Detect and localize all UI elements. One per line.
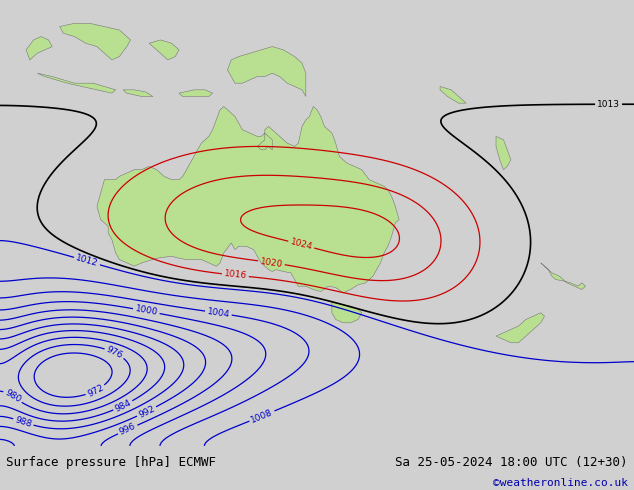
Polygon shape bbox=[26, 37, 52, 60]
Text: Surface pressure [hPa] ECMWF: Surface pressure [hPa] ECMWF bbox=[6, 456, 216, 469]
Polygon shape bbox=[332, 303, 362, 323]
Text: 984: 984 bbox=[113, 398, 133, 414]
Polygon shape bbox=[37, 73, 115, 93]
Polygon shape bbox=[179, 90, 212, 97]
Polygon shape bbox=[60, 24, 131, 60]
Text: ©weatheronline.co.uk: ©weatheronline.co.uk bbox=[493, 478, 628, 489]
Polygon shape bbox=[97, 106, 399, 293]
Text: 980: 980 bbox=[3, 389, 22, 405]
Text: 1013: 1013 bbox=[597, 100, 620, 109]
Polygon shape bbox=[149, 40, 179, 60]
Polygon shape bbox=[541, 263, 586, 290]
Text: 1008: 1008 bbox=[250, 408, 275, 424]
Text: 988: 988 bbox=[14, 415, 33, 429]
Text: 996: 996 bbox=[118, 422, 138, 437]
Polygon shape bbox=[123, 90, 153, 97]
Text: 1000: 1000 bbox=[134, 305, 158, 318]
Polygon shape bbox=[496, 313, 545, 343]
Text: 1016: 1016 bbox=[223, 270, 247, 281]
Text: 1024: 1024 bbox=[289, 237, 313, 252]
Text: 976: 976 bbox=[105, 345, 124, 361]
Polygon shape bbox=[496, 136, 511, 170]
Text: Sa 25-05-2024 18:00 UTC (12+30): Sa 25-05-2024 18:00 UTC (12+30) bbox=[395, 456, 628, 469]
Text: 972: 972 bbox=[86, 383, 105, 398]
Polygon shape bbox=[228, 47, 306, 97]
Text: 1020: 1020 bbox=[259, 257, 283, 269]
Text: 1004: 1004 bbox=[207, 307, 230, 319]
Polygon shape bbox=[440, 87, 466, 103]
Text: 1012: 1012 bbox=[75, 254, 99, 269]
Text: 992: 992 bbox=[137, 404, 156, 419]
